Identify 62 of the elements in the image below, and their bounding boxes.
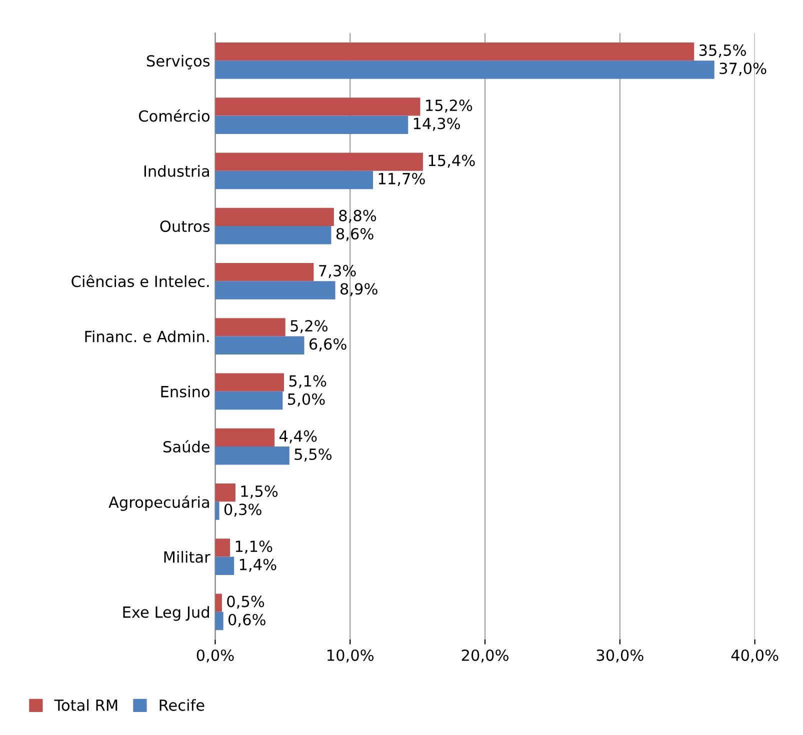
data-label: 1,1%	[236, 540, 272, 554]
data-label: 35,5%	[699, 44, 746, 58]
data-label: 7,3%	[319, 264, 356, 278]
data-label: 5,2%	[290, 320, 328, 334]
bar	[215, 556, 234, 575]
y-tick-label: Serviços	[146, 54, 210, 70]
data-label: 0,6%	[228, 614, 266, 627]
data-label: 5,5%	[294, 448, 332, 462]
bar	[215, 208, 334, 226]
bar	[215, 446, 290, 465]
data-label: 5,1%	[289, 375, 326, 388]
data-label: 5,0%	[288, 393, 325, 406]
y-tick-label: Agropecuária	[108, 496, 209, 511]
bar	[215, 42, 694, 61]
bar	[215, 428, 275, 447]
legend-label: Recife	[160, 699, 204, 711]
x-tick-label: 10,0%	[328, 649, 374, 663]
bar	[215, 60, 714, 79]
data-label: 1,5%	[241, 485, 278, 499]
data-label: 0,5%	[227, 596, 264, 609]
data-label: 37,0%	[720, 62, 766, 76]
data-label: 14,3%	[414, 118, 460, 131]
data-label: 1,4%	[240, 558, 276, 572]
bar	[215, 612, 224, 630]
bar	[215, 483, 236, 502]
data-label: 0,3%	[224, 504, 262, 517]
y-tick-label: Militar	[164, 550, 210, 563]
data-label: 8,6%	[336, 228, 374, 242]
x-tick-label: 20,0%	[462, 649, 508, 663]
data-label: 8,9%	[340, 283, 378, 296]
data-label: 11,7%	[378, 172, 425, 186]
x-tick-label: 0,0%	[196, 649, 234, 663]
data-label: 15,4%	[428, 154, 475, 168]
x-tick-label: 40,0%	[731, 649, 778, 663]
y-tick-label: Comércio	[138, 109, 210, 122]
bar	[215, 594, 222, 612]
bar	[215, 391, 283, 410]
y-tick-label: Saúde	[164, 440, 210, 453]
bar	[215, 98, 420, 116]
y-tick-label: Exe Leg Jud	[123, 606, 209, 621]
bar	[215, 336, 304, 354]
bar	[215, 226, 332, 244]
bar	[215, 502, 220, 520]
x-tick-label: 30,0%	[596, 649, 644, 663]
data-label: 4,4%	[279, 430, 317, 444]
legend-label: Total RM	[54, 699, 118, 711]
y-tick-label: Financ. e Admin.	[85, 330, 209, 342]
bar	[215, 170, 374, 190]
y-tick-label: Outros	[160, 220, 210, 232]
data-label: 6,6%	[309, 338, 346, 352]
y-tick-label: Ciências e Intelec.	[72, 274, 209, 288]
bar	[215, 152, 423, 171]
bar	[215, 538, 230, 557]
data-label: 15,2%	[426, 100, 472, 113]
bar	[215, 318, 286, 336]
bar	[215, 281, 336, 300]
data-label: 8,8%	[339, 210, 376, 223]
bar	[215, 116, 408, 134]
bar	[215, 262, 314, 282]
bar	[215, 373, 284, 392]
y-tick-label: Industria	[144, 165, 209, 177]
y-tick-label: Ensino	[161, 386, 210, 398]
